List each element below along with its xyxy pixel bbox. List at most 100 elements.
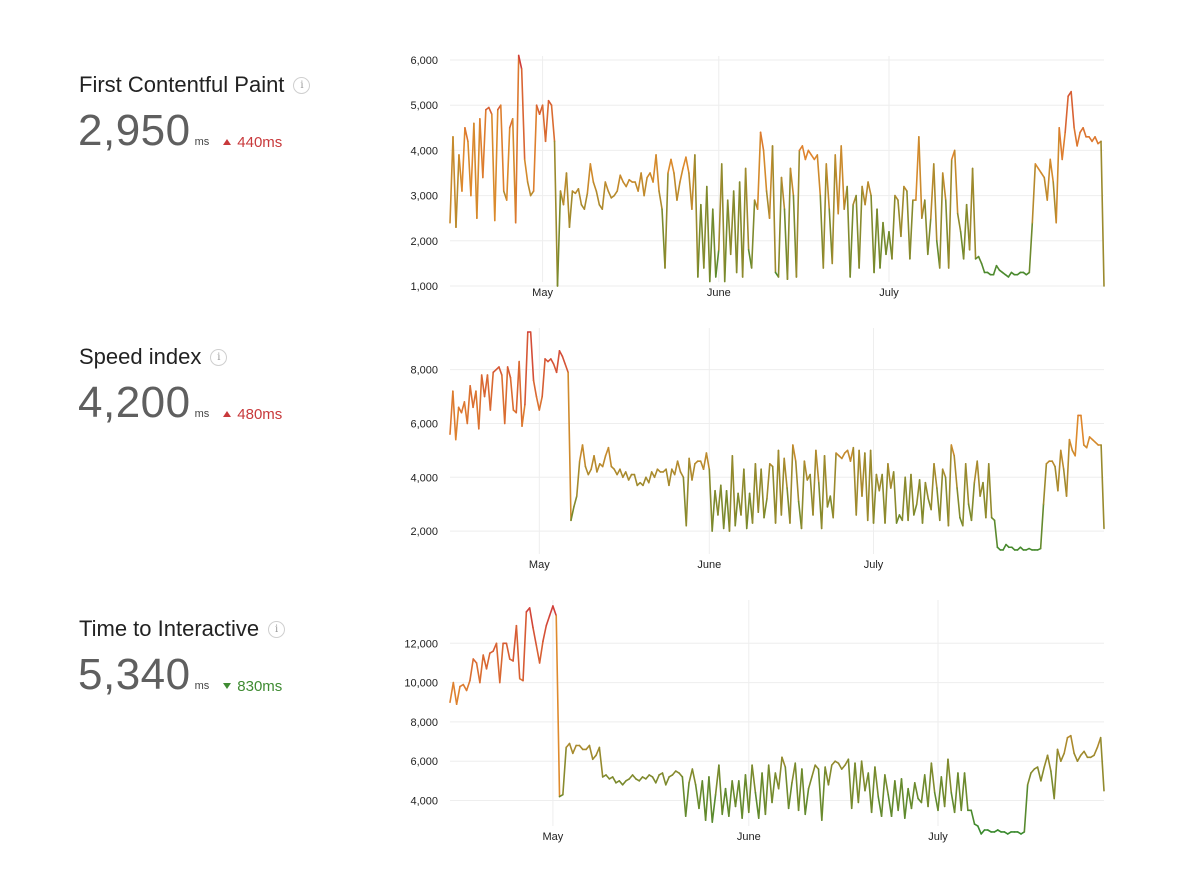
line-segment — [890, 780, 896, 818]
line-segment — [550, 104, 556, 143]
line-segment — [455, 685, 461, 706]
line-segment — [590, 454, 595, 471]
line-segment — [777, 449, 783, 516]
line-segment — [801, 768, 807, 816]
line-segment — [913, 782, 919, 800]
line-segment — [728, 780, 733, 818]
line-segment — [734, 780, 740, 808]
line-segment — [880, 774, 886, 818]
line-segment — [638, 776, 644, 782]
y-tick-label: 10,000 — [404, 678, 438, 690]
line-segment — [676, 460, 682, 473]
line-segment — [740, 468, 745, 516]
line-segment — [631, 774, 637, 780]
y-tick-label: 2,000 — [410, 236, 438, 248]
line-segment — [547, 99, 553, 106]
info-icon[interactable]: i — [210, 348, 228, 366]
line-segment — [777, 176, 783, 278]
line-segment — [774, 772, 780, 790]
line-segment — [578, 744, 584, 751]
line-segment — [786, 167, 792, 281]
line-segment — [556, 190, 562, 287]
line-segment — [601, 181, 607, 210]
info-icon[interactable]: i — [293, 76, 311, 94]
line-segment — [472, 658, 478, 664]
line-segment — [1100, 444, 1105, 530]
line-segment — [673, 172, 678, 201]
line-segment — [550, 358, 555, 366]
line-segment — [541, 358, 546, 398]
line-segment — [506, 366, 512, 379]
line-segment — [812, 449, 817, 516]
line-segment — [864, 181, 869, 206]
line-segment — [1099, 736, 1105, 792]
line-segment — [532, 379, 538, 398]
line-segment — [495, 642, 501, 684]
x-tick-label: July — [879, 287, 899, 299]
line-segment — [943, 758, 949, 808]
line-segment — [1056, 748, 1062, 763]
line-segment — [621, 780, 627, 786]
line-segment — [743, 468, 748, 530]
line-segment — [538, 640, 544, 664]
line-segment — [618, 780, 624, 786]
line-segment — [1036, 766, 1042, 782]
line-segment — [645, 774, 650, 780]
line-segment — [511, 117, 517, 224]
line-segment — [795, 149, 801, 278]
line-segment — [545, 614, 551, 627]
line-segment — [653, 468, 659, 479]
line-segment — [538, 395, 543, 411]
line-segment — [892, 471, 898, 524]
line-segment — [938, 468, 944, 522]
line-segment — [1049, 158, 1055, 183]
y-tick-label: 6,000 — [410, 55, 438, 67]
line-segment — [869, 449, 875, 524]
line-segment — [1073, 127, 1078, 147]
line-segment — [670, 158, 675, 174]
line-segment — [987, 463, 993, 519]
line-segment — [1034, 163, 1040, 170]
metric-title: First Contentful Paint i — [79, 72, 311, 98]
line-segment — [587, 468, 592, 476]
metric-row-tti: Time to Interactive i 5,340 ms 830ms 4,0… — [0, 544, 1200, 843]
line-segment — [858, 185, 863, 269]
line-segment — [722, 489, 728, 530]
line-segment — [509, 376, 515, 411]
line-segment — [950, 444, 955, 457]
line-segment — [891, 194, 896, 260]
line-segment — [1093, 746, 1099, 757]
line-segment — [1040, 172, 1046, 179]
line-segment — [953, 454, 958, 489]
line-segment — [651, 776, 657, 784]
line-segment — [503, 366, 509, 425]
line-segment — [762, 149, 768, 192]
line-segment — [482, 108, 487, 179]
line-segment — [726, 199, 732, 256]
line-segment — [930, 762, 936, 794]
line-segment — [1031, 163, 1037, 224]
line-segment — [532, 104, 538, 192]
line-segment — [794, 460, 800, 503]
line-segment — [711, 793, 717, 823]
line-segment — [864, 452, 869, 522]
line-segment — [1057, 449, 1062, 492]
line-segment — [831, 154, 837, 265]
line-segment — [526, 181, 532, 197]
line-segment — [575, 460, 581, 497]
line-segment — [900, 185, 905, 238]
line-segment — [522, 611, 528, 682]
line-segment — [907, 787, 913, 810]
line-segment — [866, 449, 872, 522]
line-segment — [807, 149, 813, 156]
line-segment — [592, 181, 598, 192]
info-icon[interactable]: i — [268, 620, 286, 638]
line-segment — [763, 498, 768, 519]
line-segment — [970, 809, 976, 825]
line-segment — [691, 768, 697, 786]
line-segment — [849, 203, 854, 278]
line-segment — [1028, 221, 1034, 274]
line-segment — [613, 190, 619, 197]
line-segment — [837, 145, 843, 215]
line-segment — [874, 766, 880, 798]
